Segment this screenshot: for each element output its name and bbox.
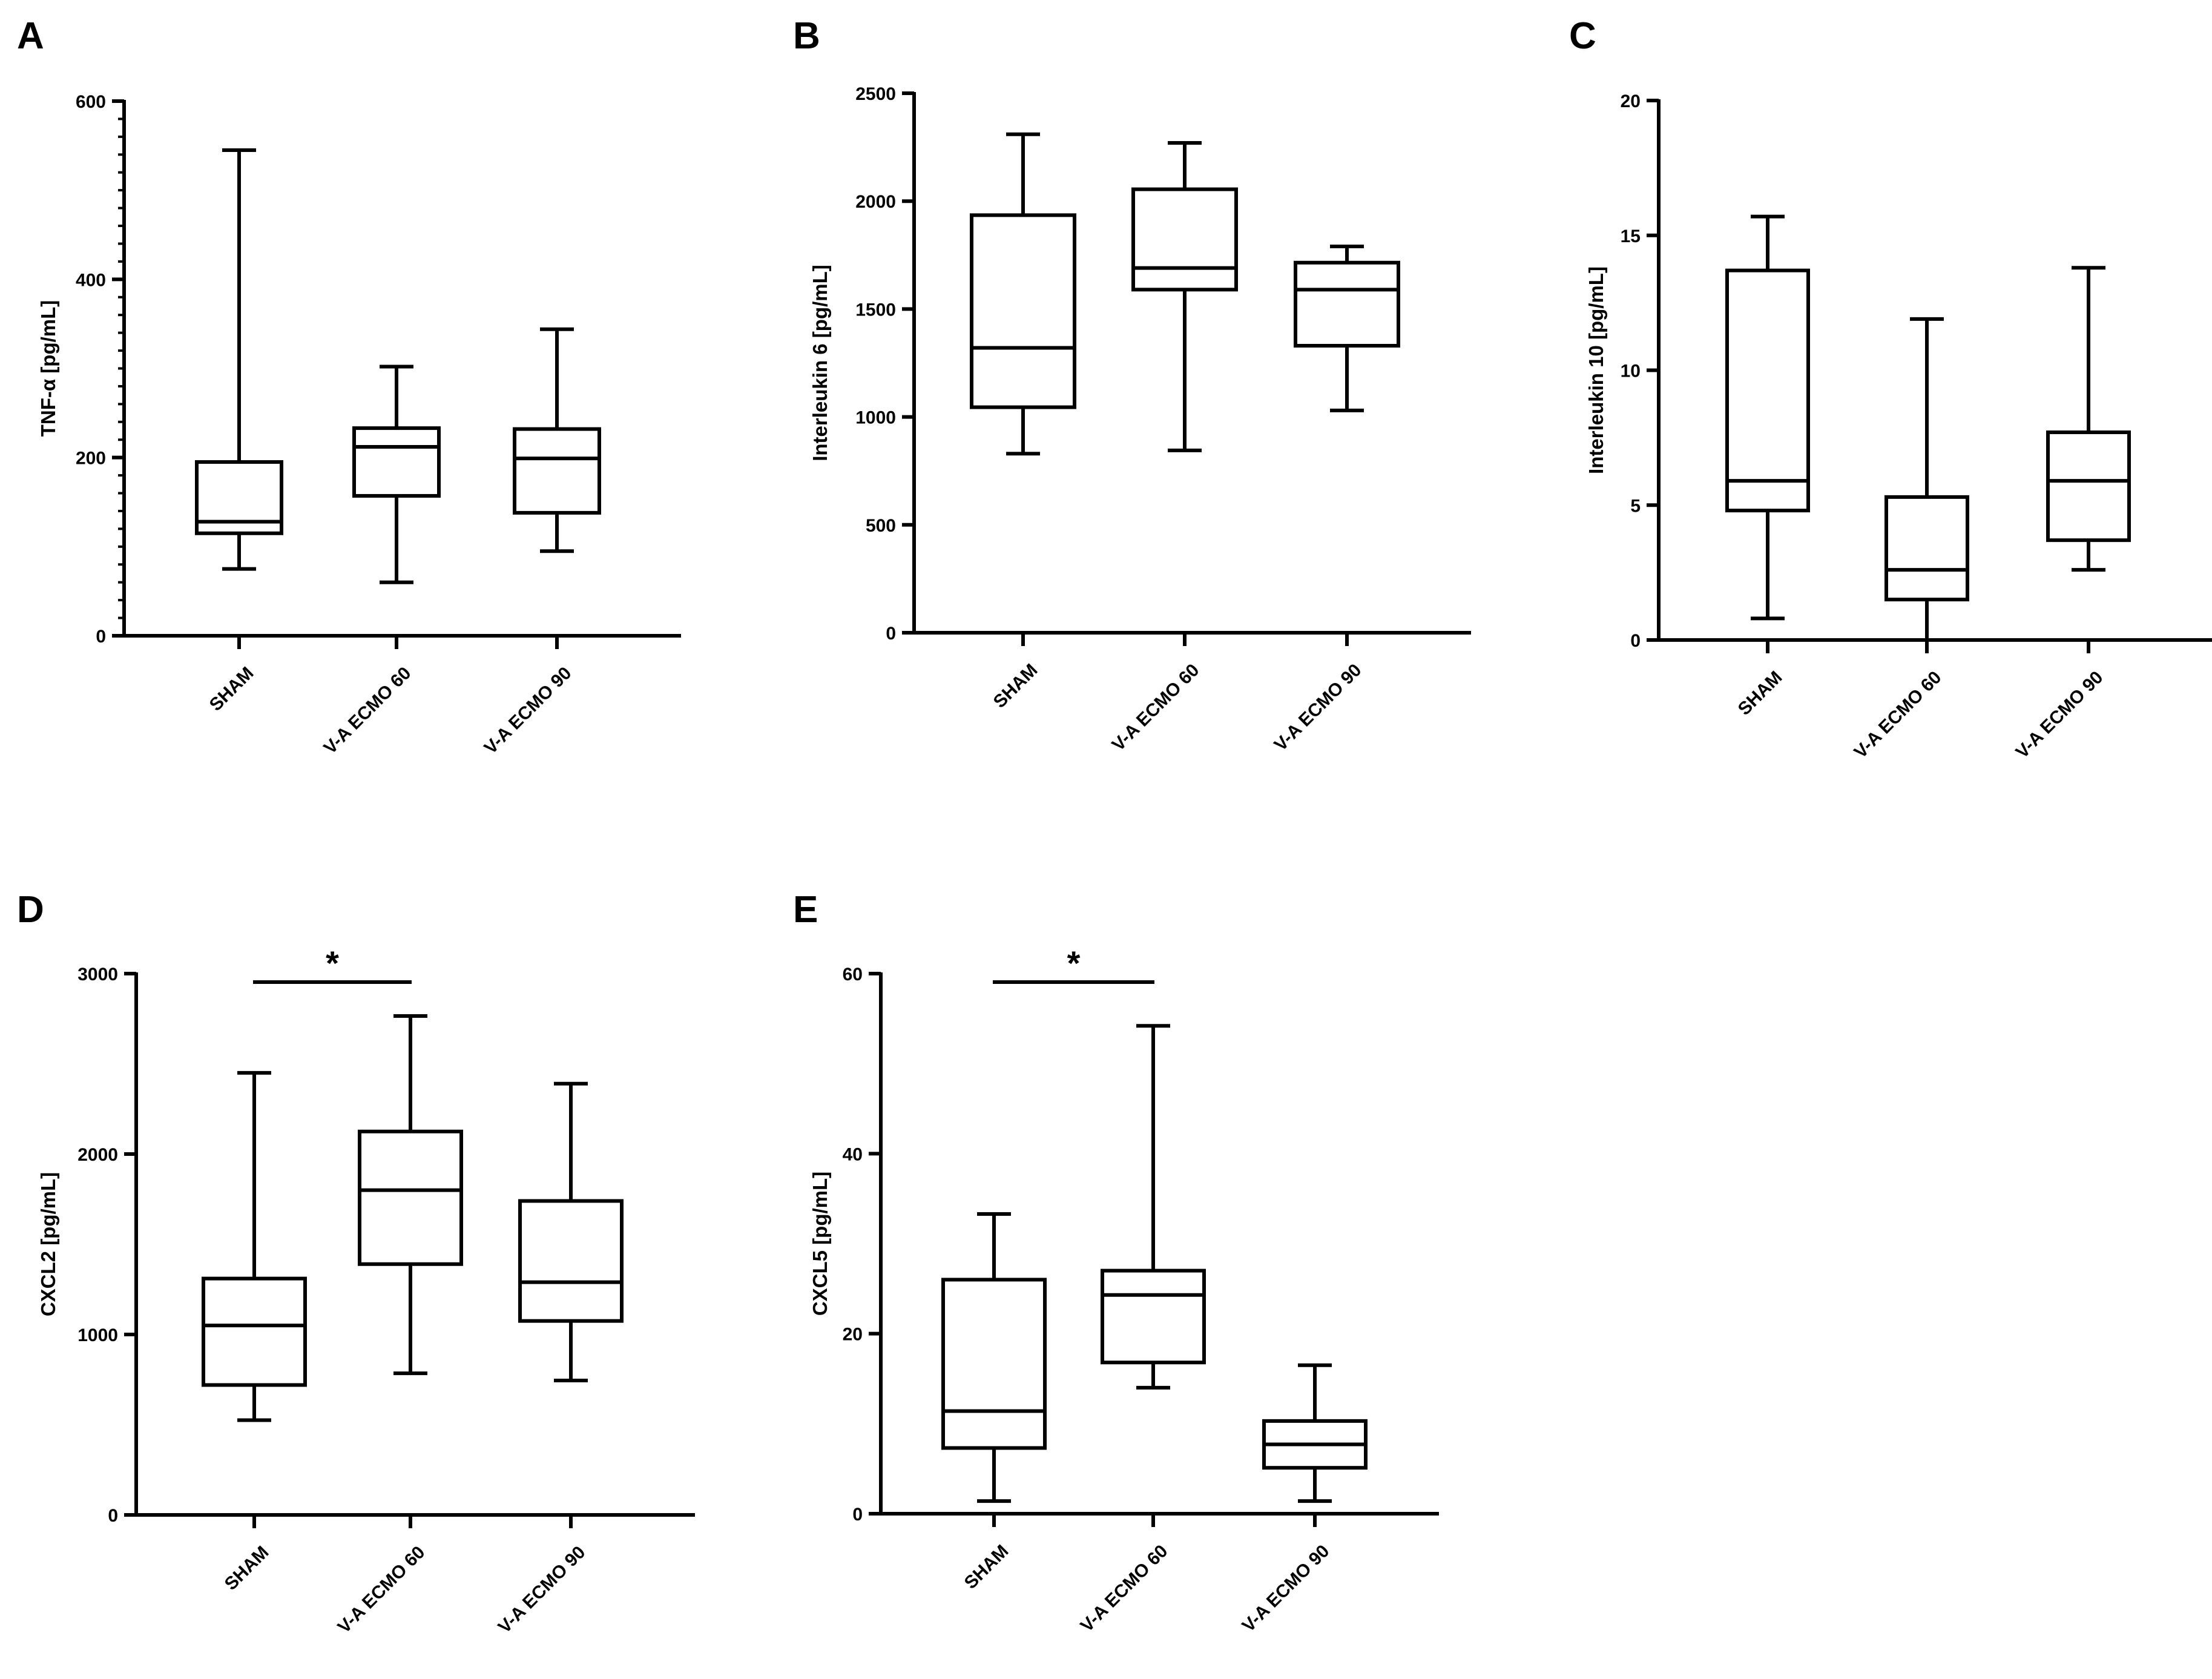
- x-category-label: SHAM: [961, 1541, 1013, 1593]
- box-v-a-ecmo-90: [513, 327, 601, 553]
- x-category-label: SHAM: [221, 1542, 273, 1594]
- y-tick-label: 5: [1630, 496, 1641, 516]
- iqr-box: [195, 460, 283, 535]
- y-tick-label: 2500: [855, 84, 896, 104]
- x-category-label: SHAM: [990, 660, 1042, 712]
- y-tick-label: 60: [843, 965, 863, 985]
- y-tick-label: 0: [1630, 631, 1641, 651]
- y-tick-label: 3000: [77, 965, 118, 985]
- x-category-label: V-A ECMO 90: [2012, 667, 2107, 762]
- box-v-a-ecmo-60: [358, 1014, 463, 1376]
- y-axis-title: Interleukin 10 [pg/mL]: [1585, 266, 1607, 474]
- y-tick-label: 1500: [855, 300, 896, 320]
- panel-letter: C: [1569, 15, 1596, 57]
- iqr-box: [518, 1199, 624, 1323]
- y-tick-label: 0: [886, 624, 896, 644]
- x-category-label: V-A ECMO 60: [334, 1542, 429, 1637]
- y-tick-label: 15: [1621, 226, 1641, 246]
- y-tick-label: 2000: [855, 192, 896, 212]
- box-sham: [970, 132, 1076, 456]
- iqr-box: [970, 213, 1076, 409]
- iqr-box: [202, 1276, 307, 1387]
- y-tick-label: 200: [76, 449, 106, 469]
- x-category-label: V-A ECMO 60: [1108, 660, 1203, 755]
- box-sham: [195, 148, 283, 571]
- iqr-box: [2046, 430, 2131, 543]
- panel-letter: B: [793, 15, 820, 57]
- y-tick-label: 400: [76, 270, 106, 290]
- panel-a: A 0 200 400 600 TNF-α [pg/mL] SHAM V-A ECMO 60 V…: [17, 15, 681, 758]
- y-tick-label: 0: [96, 627, 106, 647]
- iqr-box: [358, 1129, 463, 1266]
- y-tick-label: 600: [76, 92, 106, 112]
- significance-star: *: [1067, 944, 1081, 982]
- y-tick-label: 2000: [77, 1145, 118, 1165]
- y-axis-title: TNF-α [pg/mL]: [37, 300, 59, 437]
- x-category-label: SHAM: [206, 663, 258, 715]
- panel-letter: A: [17, 15, 44, 57]
- panel-letter: D: [17, 889, 44, 931]
- box-v-a-ecmo-60: [1884, 317, 1969, 642]
- y-axis-title: Interleukin 6 [pg/mL]: [809, 265, 831, 461]
- box-sham: [941, 1212, 1047, 1503]
- x-category-label: V-A ECMO 90: [495, 1542, 590, 1637]
- iqr-box: [1884, 495, 1969, 602]
- y-tick-label: 1000: [855, 408, 896, 428]
- x-category-label: V-A ECMO 60: [1851, 667, 1946, 762]
- panel-letter: E: [793, 889, 818, 931]
- y-tick-label: 0: [852, 1505, 863, 1525]
- x-category-label: SHAM: [1734, 667, 1786, 719]
- panel-d: D 0 1000 2000 3000 CXCL2 [pg/mL] SHAM V-A ECMO …: [17, 889, 695, 1637]
- iqr-box: [1131, 187, 1238, 292]
- iqr-box: [941, 1278, 1047, 1450]
- x-category-label: V-A ECMO 90: [481, 663, 576, 758]
- x-category-label: V-A ECMO 60: [320, 663, 415, 758]
- panel-b: B 0 500 1000 1500 2000 2500 Interleukin 6 [pg/m…: [793, 15, 1471, 755]
- box-sham: [202, 1070, 307, 1422]
- x-category-label: V-A ECMO 60: [1077, 1541, 1172, 1636]
- box-sham: [1725, 214, 1810, 621]
- y-tick-label: 10: [1621, 361, 1641, 381]
- y-tick-label: 20: [843, 1325, 863, 1345]
- x-category-label: V-A ECMO 90: [1271, 660, 1366, 755]
- iqr-box: [1725, 268, 1810, 513]
- panel-c: C 0 5 10 15 20 Interleukin 10 [pg/mL] SHAM V-A E…: [1569, 15, 2212, 762]
- y-tick-label: 0: [108, 1506, 118, 1526]
- iqr-box: [1294, 260, 1400, 348]
- y-tick-label: 500: [866, 516, 896, 536]
- y-tick-label: 20: [1621, 91, 1641, 111]
- panel-e: E 0 20 40 60 CXCL5 [pg/mL] SHAM V-A ECMO 60 V-A …: [793, 889, 1439, 1636]
- box-v-a-ecmo-90: [1294, 245, 1400, 412]
- box-v-a-ecmo-60: [352, 364, 441, 584]
- y-tick-label: 1000: [77, 1325, 118, 1345]
- y-axis-title: CXCL5 [pg/mL]: [809, 1172, 831, 1316]
- y-axis-title: CXCL2 [pg/mL]: [37, 1172, 59, 1316]
- significance-star: *: [326, 944, 339, 982]
- box-v-a-ecmo-60: [1131, 140, 1238, 452]
- iqr-box: [1101, 1268, 1206, 1365]
- iqr-box: [513, 427, 601, 515]
- iqr-box: [352, 426, 441, 498]
- x-category-label: V-A ECMO 90: [1239, 1541, 1334, 1636]
- box-v-a-ecmo-90: [1262, 1363, 1368, 1503]
- y-tick-label: 40: [843, 1144, 863, 1164]
- box-v-a-ecmo-90: [2046, 266, 2131, 572]
- box-v-a-ecmo-90: [518, 1081, 624, 1382]
- box-v-a-ecmo-60: [1101, 1024, 1206, 1390]
